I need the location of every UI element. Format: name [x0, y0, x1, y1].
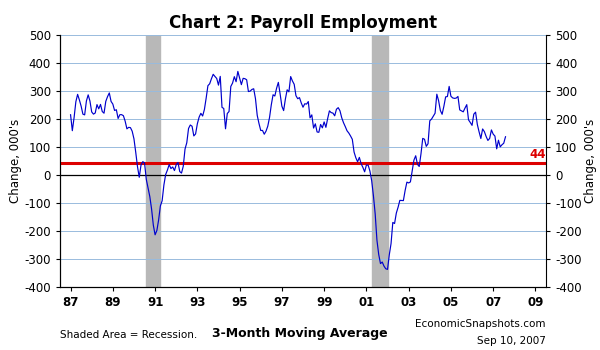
Y-axis label: Change, 000's: Change, 000's [584, 119, 598, 203]
Text: Sep 10, 2007: Sep 10, 2007 [477, 336, 546, 346]
Y-axis label: Change, 000's: Change, 000's [8, 119, 22, 203]
Text: Shaded Area = Recession.: Shaded Area = Recession. [60, 329, 197, 340]
Title: Chart 2: Payroll Employment: Chart 2: Payroll Employment [169, 14, 437, 32]
Text: 44: 44 [529, 148, 545, 161]
Text: 3-Month Moving Average: 3-Month Moving Average [212, 327, 388, 340]
Bar [146, 35, 160, 287]
Bar [371, 35, 388, 287]
Text: EconomicSnapshots.com: EconomicSnapshots.com [415, 319, 546, 329]
